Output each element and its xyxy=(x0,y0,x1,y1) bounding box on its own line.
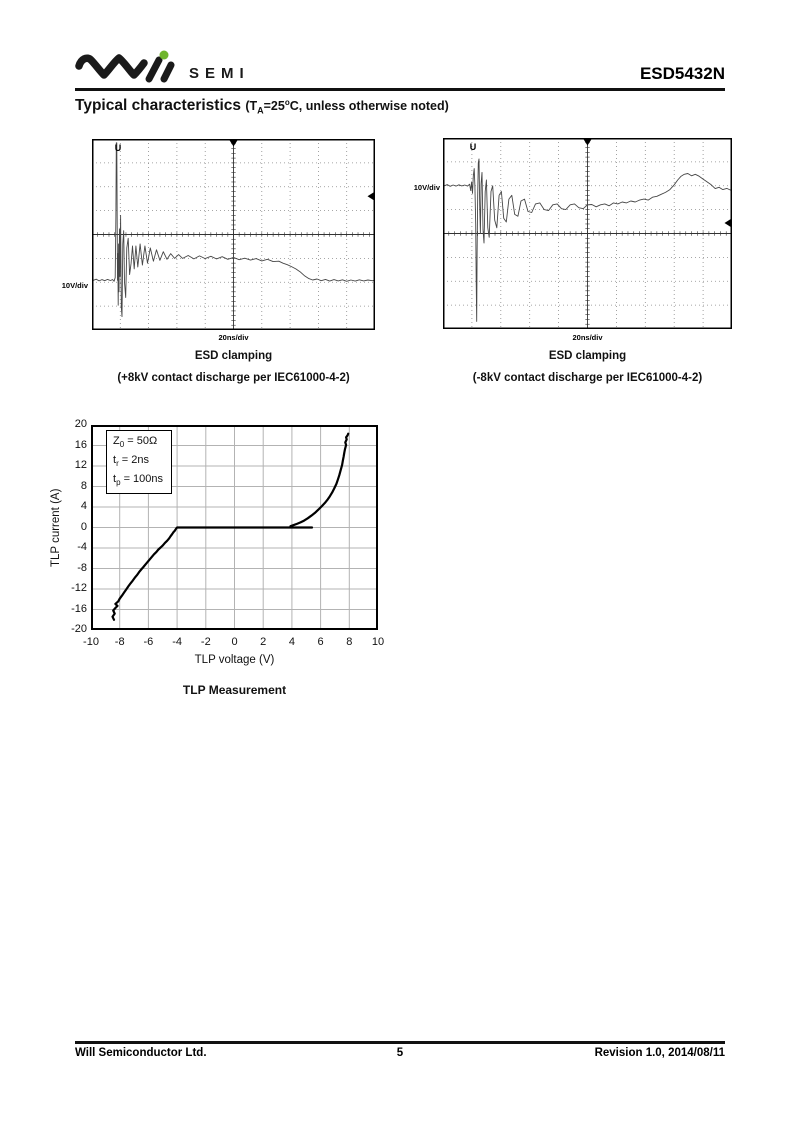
tlp-y-tick-label: 8 xyxy=(80,479,87,492)
cond-mid: =25 xyxy=(263,99,285,113)
tlp-y-tick-label: 0 xyxy=(80,520,87,533)
channel-marker: U xyxy=(115,143,122,153)
scope-neg-vdiv-label: 10V/div xyxy=(413,183,440,192)
tlp-annotation-line: tp = 100ns xyxy=(113,472,164,488)
scope-border xyxy=(92,139,375,330)
tlp-y-tick-label: 20 xyxy=(74,418,87,430)
tlp-x-tick-label: -2 xyxy=(200,636,211,648)
tlp-y-tick-label: 12 xyxy=(74,459,87,471)
cond-pre: (T xyxy=(245,99,258,113)
scope-pos-vdiv-label: 10V/div xyxy=(61,281,88,290)
trigger-position-icon xyxy=(583,139,592,146)
tlp-y-tick-label: -12 xyxy=(71,582,87,594)
tlp-y-tick-label: 16 xyxy=(74,438,87,451)
tlp-curve-negative_branch_and_zero_line xyxy=(111,526,314,621)
tlp-x-tick-label: -10 xyxy=(83,636,99,648)
tlp-plot-border xyxy=(91,425,378,630)
cond-post: C, unless otherwise noted) xyxy=(289,99,449,113)
tlp-y-tick-label: -8 xyxy=(77,561,87,574)
will-logo-mark-icon xyxy=(75,50,175,83)
cond-sup-deg: o xyxy=(284,97,290,107)
tlp-annotation-line: tr = 2ns xyxy=(113,453,150,469)
tlp-annotation-line: Z0 = 50Ω xyxy=(113,435,158,450)
scope-neg-tdiv-label: 20ns/div xyxy=(572,333,603,342)
tlp-y-tick-label: -4 xyxy=(77,541,87,553)
channel-marker: U xyxy=(470,142,477,152)
logo-semi-text: SEMI xyxy=(189,65,250,82)
scope-border xyxy=(443,138,732,329)
scope-trace xyxy=(93,142,375,318)
tlp-y-tick-label: 4 xyxy=(80,500,87,512)
tlp-y-tick-label: -20 xyxy=(71,623,87,635)
tlp-x-tick-label: -6 xyxy=(143,636,154,648)
tlp-x-tick-label: 4 xyxy=(288,636,295,648)
willsemi-logo: SEMI xyxy=(75,50,250,84)
tlp-x-axis-label: TLP voltage (V) xyxy=(194,654,275,666)
tlp-y-tick-label: -16 xyxy=(71,602,87,615)
logo-slash-2 xyxy=(160,61,175,83)
tlp-x-tick-label: 6 xyxy=(317,636,324,648)
tlp-x-tick-label: -8 xyxy=(114,636,125,648)
header-divider xyxy=(75,88,725,91)
part-number: ESD5432N xyxy=(639,64,725,83)
tlp-x-tick-label: 0 xyxy=(231,636,238,648)
footer-divider xyxy=(75,1041,725,1044)
section-conditions: (TA=25oC, unless otherwise noted) xyxy=(245,97,449,116)
tlp-caption: TLP Measurement xyxy=(182,683,287,697)
tlp-x-tick-label: -4 xyxy=(172,636,182,648)
scope-pos-caption-detail: (+8kV contact discharge per IEC61000-4-2… xyxy=(117,372,350,384)
footer-company: Will Semiconductor Ltd. xyxy=(75,1047,207,1059)
cond-sub-a: A xyxy=(257,105,264,116)
logo-wave-stroke xyxy=(75,54,148,79)
scope-pos-screen: U xyxy=(92,139,375,330)
scope-trace xyxy=(444,158,732,322)
section-title-text: Typical characteristics xyxy=(75,97,246,114)
footer-page-number: 5 xyxy=(396,1047,404,1059)
trigger-level-icon xyxy=(724,218,731,227)
scope-pos-tdiv-label: 20ns/div xyxy=(218,333,249,342)
logo-green-dot xyxy=(159,50,169,60)
logo-slash-1 xyxy=(145,56,163,83)
section-heading: Typical characteristics (TA=25oC, unless… xyxy=(75,97,449,116)
tlp-curve-positive_branch xyxy=(289,432,350,528)
scope-neg-caption-title: ESD clamping xyxy=(548,350,627,362)
trigger-position-icon xyxy=(229,140,238,147)
tlp-annotation-box: Z0 = 50Ω tr = 2ns tp = 100ns xyxy=(106,430,173,494)
trigger-level-icon xyxy=(367,192,374,201)
scope-neg-screen: U xyxy=(443,138,732,329)
tlp-x-tick-label: 2 xyxy=(260,636,267,648)
footer-revision: Revision 1.0, 2014/08/11 xyxy=(594,1047,725,1059)
scope-pos-caption-title: ESD clamping xyxy=(194,350,273,362)
tlp-x-tick-label: 10 xyxy=(371,636,385,648)
scope-neg-caption-detail: (-8kV contact discharge per IEC61000-4-2… xyxy=(472,372,703,384)
tlp-x-tick-label: 8 xyxy=(346,636,353,648)
